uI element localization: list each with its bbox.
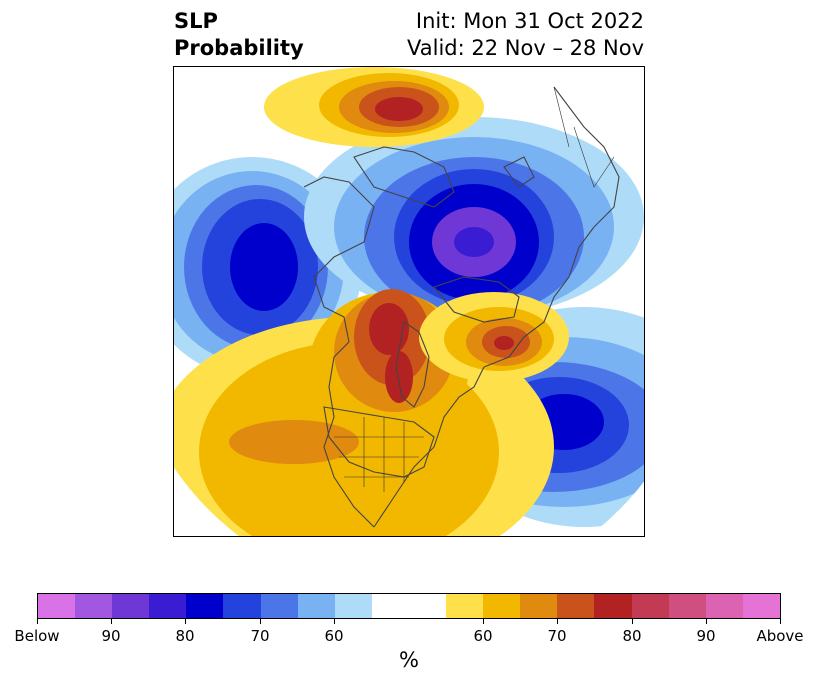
colorbar-segment xyxy=(668,594,706,618)
colorbar-tick xyxy=(334,619,335,624)
scandinavia-high-anomaly xyxy=(264,67,484,147)
colorbar-segment xyxy=(186,594,224,618)
colorbar-tick xyxy=(185,619,186,624)
title-line-variable: SLP xyxy=(174,9,218,33)
tick-label-above-80: 80 xyxy=(622,627,642,645)
colorbar-segment xyxy=(149,594,187,618)
colorbar-segment xyxy=(75,594,113,618)
colorbar-tick xyxy=(780,619,781,624)
colorbar-segment xyxy=(334,594,372,618)
polar-map-canvas xyxy=(174,67,644,536)
colorbar-tick xyxy=(557,619,558,624)
colorbar-segment xyxy=(742,594,780,618)
tick-label-above-70: 70 xyxy=(547,627,567,645)
tick-label-below-80: 80 xyxy=(175,627,195,645)
colorbar-tick xyxy=(706,619,707,624)
tick-label-below-70: 70 xyxy=(250,627,270,645)
forecast-dates: Init: Mon 31 Oct 2022 Valid: 22 Nov – 28… xyxy=(407,8,644,62)
colorbar-segment xyxy=(297,594,335,618)
colorbar-units: % xyxy=(399,648,419,672)
tick-label-below-60: 60 xyxy=(324,627,344,645)
colorbar-segment xyxy=(705,594,743,618)
colorbar-segment xyxy=(483,594,521,618)
tick-label-below-90: 90 xyxy=(101,627,121,645)
colorbar-segment xyxy=(38,594,76,618)
polar-map xyxy=(173,66,645,537)
valid-dates: Valid: 22 Nov – 28 Nov xyxy=(407,36,644,60)
tick-label-above-90: 90 xyxy=(696,627,716,645)
state-borders xyxy=(334,86,615,492)
map-title: SLP Probability xyxy=(174,8,304,62)
init-date: Init: Mon 31 Oct 2022 xyxy=(415,9,644,33)
title-line-product: Probability xyxy=(174,36,304,60)
colorbar-segment xyxy=(371,594,409,618)
tick-label-above-60: 60 xyxy=(473,627,493,645)
colorbar-tick xyxy=(260,619,261,624)
colorbar-tick xyxy=(632,619,633,624)
coastlines xyxy=(303,86,620,528)
colorbar xyxy=(37,593,781,619)
colorbar-segment xyxy=(631,594,669,618)
tick-label-below: Below xyxy=(14,627,60,645)
colorbar-tick xyxy=(483,619,484,624)
colorbar-tick xyxy=(37,619,38,624)
colorbar-segment xyxy=(446,594,484,618)
colorbar-segment xyxy=(408,594,447,618)
colorbar-segment xyxy=(557,594,595,618)
colorbar-segment xyxy=(520,594,558,618)
tick-label-above: Above xyxy=(756,627,804,645)
colorbar-segment xyxy=(594,594,632,618)
colorbar-segment xyxy=(223,594,261,618)
greenland-high-anomaly xyxy=(419,292,569,382)
colorbar-segment xyxy=(112,594,150,618)
arctic-low-anomaly xyxy=(304,117,644,317)
colorbar-segment xyxy=(260,594,298,618)
colorbar-tick xyxy=(111,619,112,624)
